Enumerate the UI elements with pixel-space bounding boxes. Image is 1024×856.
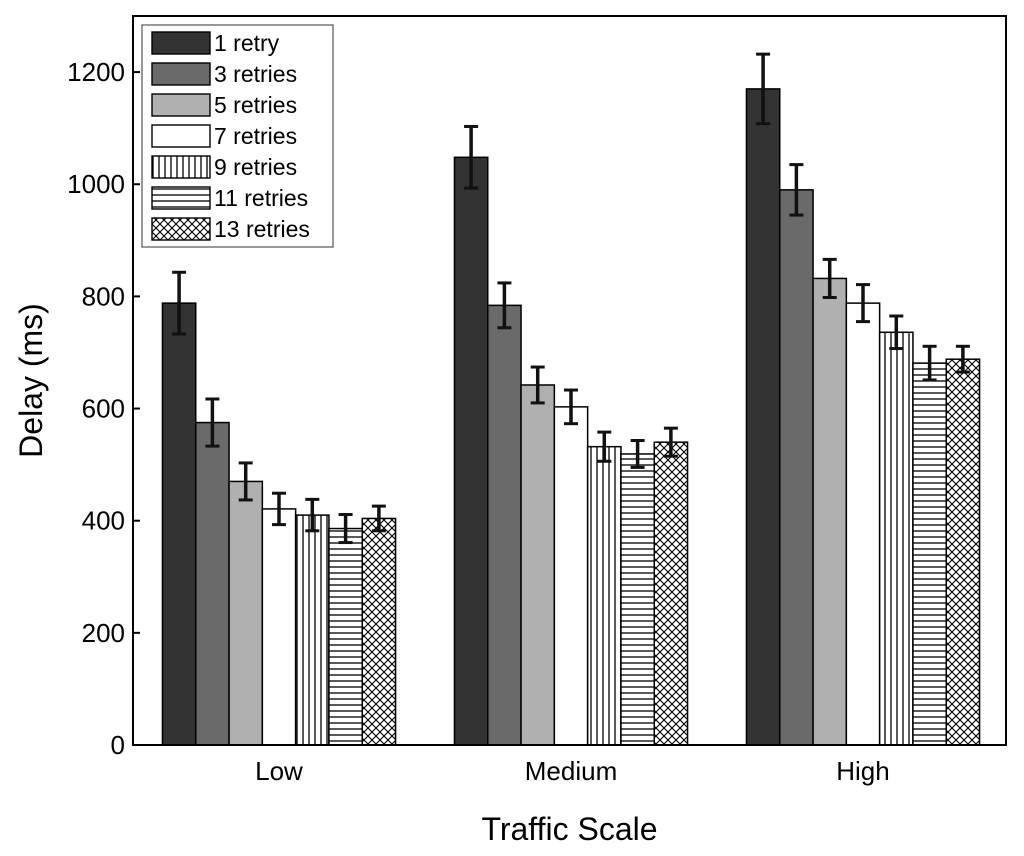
y-tick-label: 800 [82, 281, 125, 311]
bar-high-11-retries [912, 362, 948, 746]
error-bar [789, 163, 804, 217]
bar-low-7-retries [261, 508, 297, 746]
plot-area-frame [132, 15, 1007, 746]
error-bars-layer [172, 52, 970, 545]
legend-item: 3 retries [151, 61, 297, 87]
legend-label: 11 retries [214, 185, 308, 211]
x-axis: Low Medium High [255, 756, 890, 786]
legend-swatch [151, 186, 211, 210]
error-bar [822, 257, 837, 300]
error-bar [630, 439, 645, 469]
error-bar [889, 314, 904, 351]
bar-low-13-retries [361, 517, 397, 746]
error-bar [756, 52, 771, 126]
error-bar [530, 365, 545, 405]
y-tick-label: 1200 [67, 57, 125, 87]
bar-medium-11-retries [620, 453, 656, 746]
error-bar [464, 124, 479, 190]
y-tick-label: 400 [82, 506, 125, 536]
bar-medium-7-retries [553, 406, 589, 746]
legend-swatch [151, 124, 211, 148]
legend-item: 13 retries [151, 216, 310, 242]
error-bar [338, 513, 353, 545]
error-bar [663, 426, 678, 458]
y-axis-title: Delay (ms) [13, 303, 49, 458]
bar-high-5-retries [812, 277, 848, 746]
error-bar [955, 344, 970, 374]
legend-swatch [151, 217, 211, 241]
bar-low-9-retries [294, 514, 330, 746]
bar-medium-1-retry [453, 156, 489, 746]
bar-medium-3-retries [487, 304, 522, 746]
y-tick-label: 600 [82, 394, 125, 424]
y-tick-label: 200 [82, 618, 125, 648]
legend: 1 retry 3 retries 5 retries 7 retries 9 retr… [141, 24, 334, 248]
legend-label: 1 retry [214, 30, 280, 56]
bar-medium-9-retries [586, 445, 622, 746]
bar-high-9-retries [878, 331, 914, 746]
legend-swatch [151, 155, 211, 179]
y-tick-label: 1000 [67, 169, 125, 199]
bar-medium-13-retries [653, 441, 689, 746]
error-bar [497, 281, 512, 330]
legend-label: 3 retries [214, 61, 297, 87]
legend-item: 1 retry [151, 30, 280, 56]
error-bar [172, 270, 187, 336]
legend-item: 7 retries [151, 123, 297, 149]
legend-item: 11 retries [151, 185, 308, 211]
bar-low-11-retries [328, 527, 364, 746]
legend-swatch [151, 62, 211, 86]
legend-label: 9 retries [214, 154, 297, 180]
bar-low-1-retry [161, 302, 197, 746]
error-bar [856, 283, 870, 324]
x-tick-label: Low [255, 756, 303, 786]
legend-item: 5 retries [151, 92, 297, 118]
error-bar [371, 504, 386, 533]
bar-high-7-retries [845, 302, 881, 746]
x-tick-label: High [836, 756, 889, 786]
bars-layer [161, 88, 981, 746]
y-axis: 0 200 400 600 800 1000 1200 [67, 57, 140, 760]
legend-label: 13 retries [214, 216, 310, 242]
error-bar [305, 497, 320, 533]
legend-swatch [151, 31, 211, 55]
x-tick-label: Medium [525, 756, 617, 786]
error-bar [238, 461, 253, 502]
error-bar [922, 344, 937, 382]
legend-label: 5 retries [214, 92, 297, 118]
error-bar [272, 491, 286, 527]
bar-low-3-retries [195, 421, 230, 746]
legend-item: 9 retries [151, 154, 297, 180]
bar-medium-5-retries [520, 384, 556, 746]
bar-high-3-retries [779, 189, 814, 746]
bar-high-13-retries [945, 358, 981, 746]
error-bar [564, 388, 578, 426]
legend-swatch [151, 93, 211, 117]
error-bar [597, 430, 612, 463]
bar-low-5-retries [228, 480, 264, 746]
legend-label: 7 retries [214, 123, 297, 149]
error-bar [205, 397, 220, 448]
bar-high-1-retry [745, 88, 781, 746]
y-tick-label: 0 [111, 730, 125, 760]
x-axis-title: Traffic Scale [481, 811, 657, 847]
